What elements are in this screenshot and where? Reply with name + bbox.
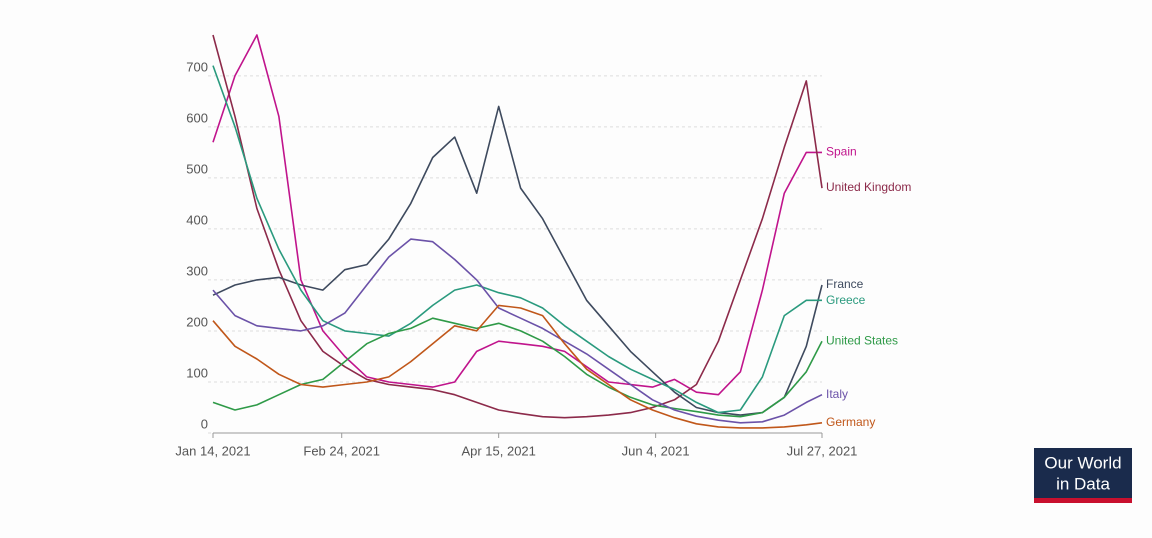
logo-bar bbox=[1034, 498, 1132, 503]
y-tick-label: 100 bbox=[186, 365, 208, 380]
logo-text: in Data bbox=[1056, 474, 1110, 493]
series-line bbox=[212, 304, 823, 429]
y-tick-label: 0 bbox=[201, 416, 208, 431]
legend-label: Germany bbox=[826, 415, 875, 429]
y-tick-label: 500 bbox=[186, 161, 208, 176]
x-tick-label: Feb 24, 2021 bbox=[303, 443, 380, 458]
x-tick-label: Apr 15, 2021 bbox=[461, 443, 535, 458]
x-tick-label: Jun 4, 2021 bbox=[622, 443, 690, 458]
logo-text: Our World bbox=[1044, 453, 1121, 472]
series-line bbox=[212, 65, 822, 414]
series-line bbox=[212, 105, 823, 416]
series-line bbox=[212, 34, 822, 396]
legend-label: United States bbox=[826, 333, 898, 347]
y-tick-label: 300 bbox=[186, 263, 208, 278]
series-line bbox=[212, 238, 823, 424]
x-tick-label: Jan 14, 2021 bbox=[175, 443, 250, 458]
logo-box bbox=[1034, 448, 1132, 498]
series-line bbox=[212, 34, 823, 419]
logo: Our World in Data bbox=[1034, 448, 1132, 503]
y-tick-label: 400 bbox=[186, 212, 208, 227]
legend-label: Greece bbox=[826, 293, 866, 307]
legend-label: Italy bbox=[826, 387, 848, 401]
legend-label: Spain bbox=[826, 145, 857, 159]
x-tick-label: Jul 27, 2021 bbox=[787, 443, 858, 458]
y-tick-label: 600 bbox=[186, 110, 208, 125]
y-tick-label: 700 bbox=[186, 59, 208, 74]
legend-label: France bbox=[826, 277, 864, 291]
series-line bbox=[212, 317, 823, 418]
legend-label: United Kingdom bbox=[826, 180, 911, 194]
y-tick-label: 200 bbox=[186, 314, 208, 329]
